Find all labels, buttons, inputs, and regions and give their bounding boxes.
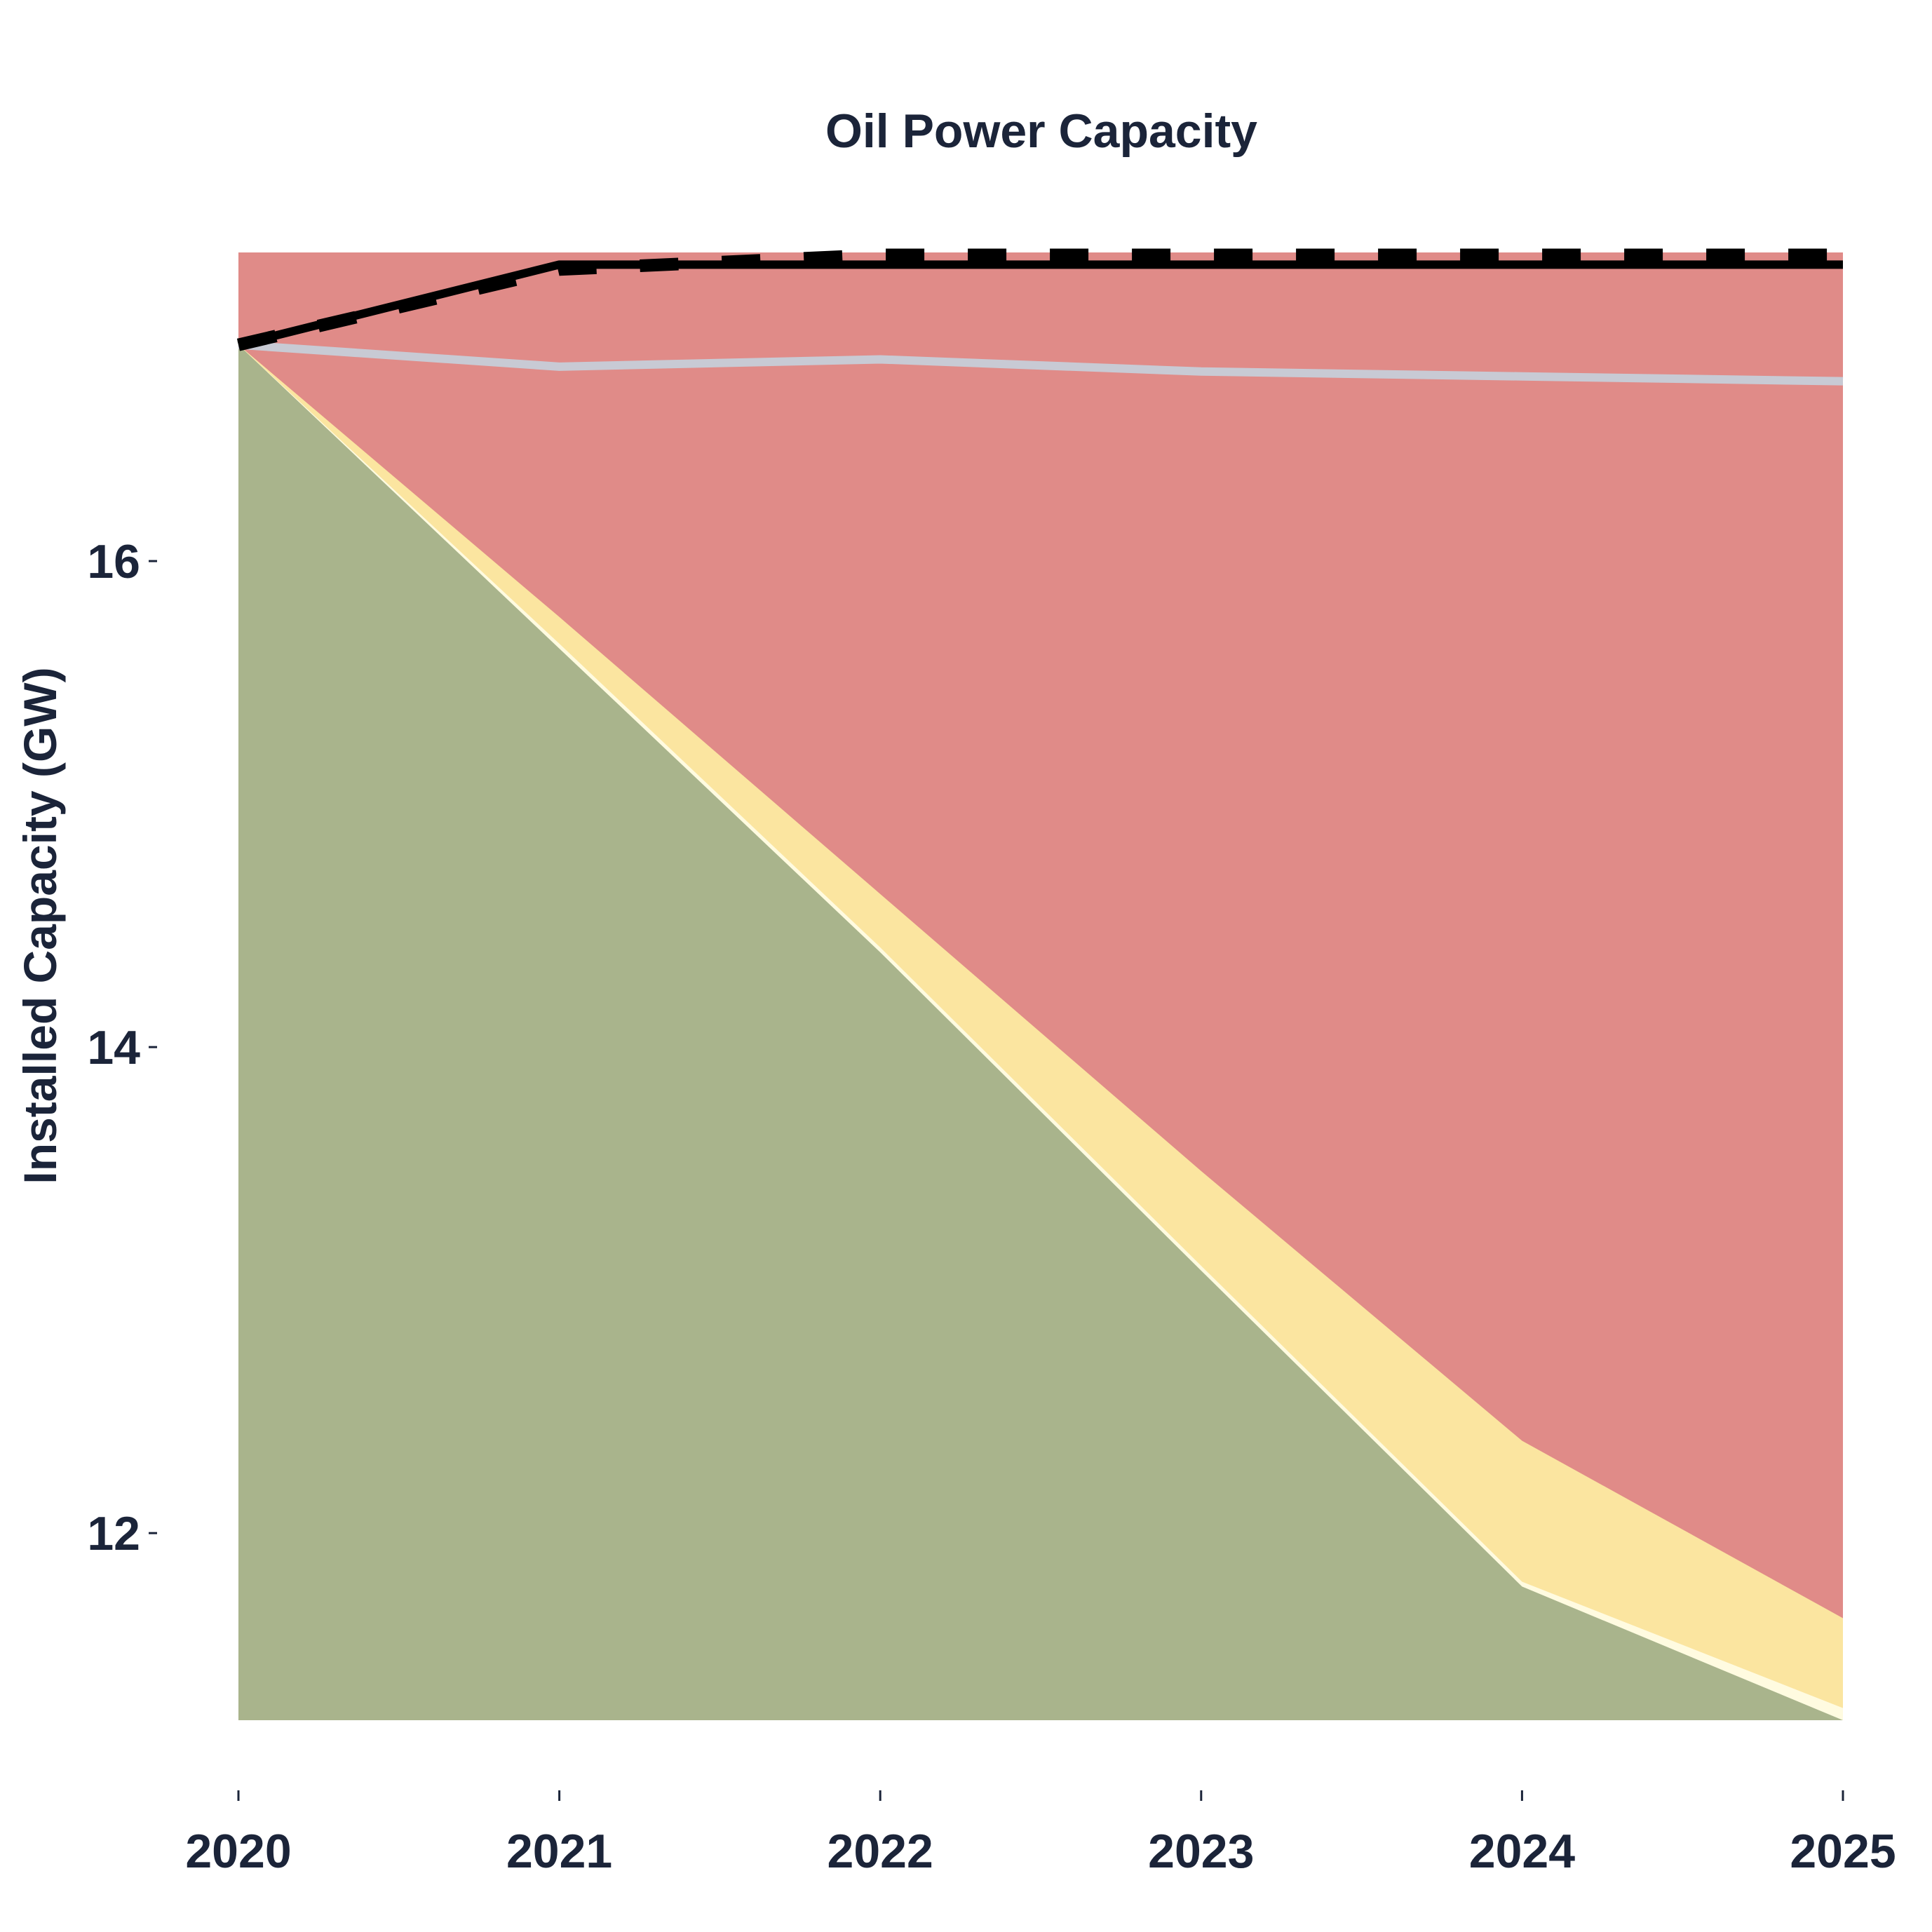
plot-lines (236, 248, 1844, 386)
x-tick-label-2022: 2022 (827, 1825, 933, 1878)
plot-areas (238, 252, 1843, 1720)
series-line-2 (236, 248, 1843, 351)
chart-title: Oil Power Capacity (825, 104, 1257, 158)
x-tick-label-2024: 2024 (1469, 1825, 1575, 1878)
y-axis-label: Installed Capacity (GW) (14, 667, 66, 1184)
x-tick-label-2020: 2020 (185, 1825, 291, 1878)
y-tick-label-16: 16 (87, 535, 140, 588)
x-tick-label-2021: 2021 (506, 1825, 612, 1878)
series-line-0 (238, 340, 1844, 386)
y-tick-label-14: 14 (87, 1021, 140, 1074)
y-axis: 12 14 16 (87, 535, 157, 1560)
x-tick-label-2025: 2025 (1790, 1825, 1896, 1878)
x-axis: 2020 2021 2022 2023 2024 2025 (185, 1790, 1896, 1878)
x-tick-label-2023: 2023 (1148, 1825, 1254, 1878)
area-band-0 (238, 344, 1843, 1720)
y-tick-label-12: 12 (87, 1507, 140, 1560)
